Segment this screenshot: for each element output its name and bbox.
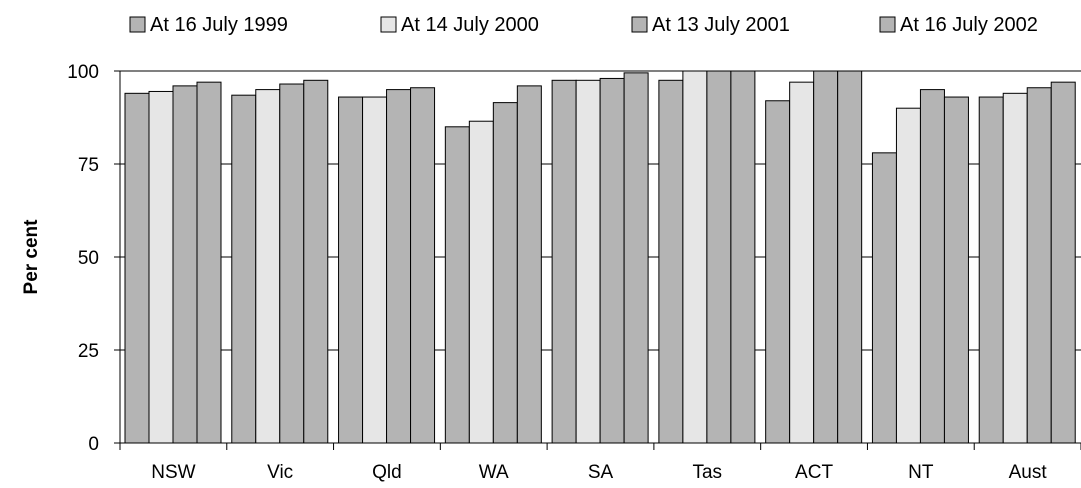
bar-aust-3 — [1050, 81, 1076, 444]
bar-nt-1 — [895, 107, 921, 444]
legend-swatch — [380, 16, 397, 33]
bar-vic-0 — [231, 94, 257, 444]
y-ticks: 0 25 50 75 100 — [67, 62, 120, 455]
y-tick-label: 50 — [78, 248, 99, 269]
legend-item: At 16 July 1999 — [129, 14, 288, 36]
bar-sa-0 — [551, 79, 577, 444]
bar-act-3 — [837, 70, 863, 444]
bar-wa-0 — [444, 126, 470, 444]
bar-sa-1 — [575, 79, 601, 444]
legend-label: At 16 July 1999 — [150, 14, 288, 36]
y-tick-label: 0 — [88, 434, 99, 455]
bar-nsw-1 — [148, 90, 174, 444]
bar-tas-2 — [706, 70, 732, 444]
bar-aust-2 — [1026, 87, 1052, 444]
bar-tas-1 — [682, 70, 708, 444]
bar-qld-3 — [410, 87, 436, 444]
bar-nt-3 — [943, 96, 969, 444]
x-tick-label: Vic — [267, 462, 293, 483]
y-axis-label: Per cent — [21, 219, 42, 295]
legend-item: At 16 July 2002 — [879, 14, 1038, 36]
bar-nsw-0 — [124, 92, 150, 444]
bar-wa-3 — [516, 85, 542, 444]
bar-sa-2 — [599, 77, 625, 444]
bar-sa-3 — [623, 72, 649, 444]
bars — [124, 70, 1076, 444]
y-tick-label: 25 — [78, 341, 99, 362]
bar-tas-0 — [658, 79, 684, 444]
legend-item: At 13 July 2001 — [631, 14, 790, 36]
bar-tas-3 — [730, 70, 756, 444]
legend: At 16 July 1999 At 14 July 2000 At 13 July… — [129, 14, 1038, 36]
y-tick-label: 75 — [78, 155, 99, 176]
bar-qld-1 — [362, 96, 388, 444]
bar-act-1 — [789, 81, 815, 444]
bar-aust-1 — [1002, 92, 1028, 444]
legend-label: At 16 July 2002 — [900, 14, 1038, 36]
bar-nt-2 — [919, 89, 945, 444]
bar-wa-1 — [468, 120, 494, 444]
legend-swatch — [129, 16, 146, 33]
x-tick-label: NT — [908, 462, 934, 483]
bar-qld-0 — [338, 96, 364, 444]
bar-vic-1 — [255, 89, 281, 444]
x-tick-label: Tas — [692, 462, 722, 483]
bar-aust-0 — [978, 96, 1004, 444]
x-tick-label: Aust — [1009, 462, 1048, 483]
bar-vic-3 — [303, 79, 329, 444]
legend-swatch — [631, 16, 648, 33]
x-ticks: NSW Vic Qld WA SA Tas ACT NT Aust — [119, 443, 1081, 483]
x-tick-label: WA — [479, 462, 509, 483]
x-tick-label: Qld — [372, 462, 402, 483]
x-tick-label: SA — [588, 462, 614, 483]
x-tick-label: NSW — [151, 462, 195, 483]
bar-act-2 — [813, 70, 839, 444]
legend-label: At 14 July 2000 — [401, 14, 539, 36]
x-tick-label: ACT — [795, 462, 833, 483]
legend-item: At 14 July 2000 — [380, 14, 539, 36]
bar-qld-2 — [386, 89, 412, 444]
legend-label: At 13 July 2001 — [652, 14, 790, 36]
bar-vic-2 — [279, 83, 305, 444]
bar-nsw-2 — [172, 85, 198, 444]
y-tick-label: 100 — [67, 62, 99, 83]
bar-nsw-3 — [196, 81, 222, 444]
bar-wa-2 — [492, 102, 518, 444]
bar-nt-0 — [871, 152, 897, 444]
legend-swatch — [879, 16, 896, 33]
bar-act-0 — [765, 100, 791, 444]
